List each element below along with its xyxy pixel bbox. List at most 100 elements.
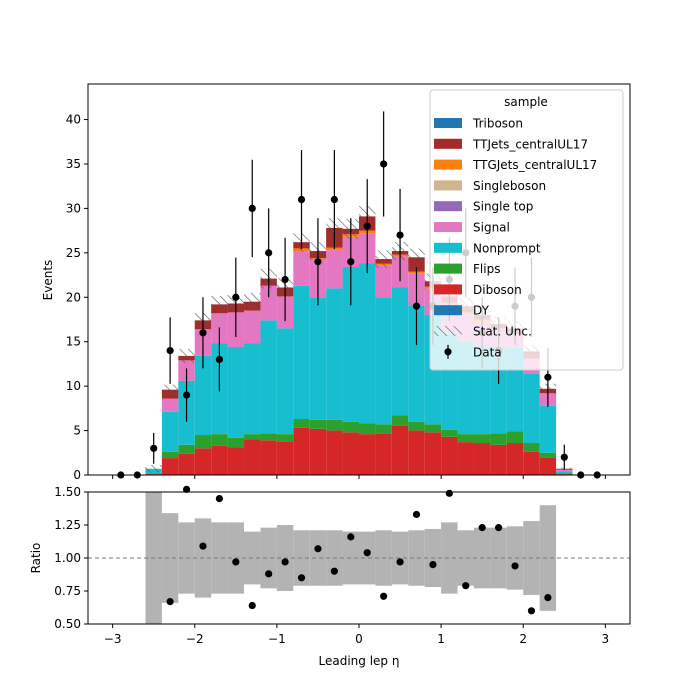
ratio-point-21	[511, 562, 519, 570]
legend-swatch-single-top	[434, 201, 462, 212]
ratio-point-1	[182, 485, 191, 493]
bar-flips-13	[326, 419, 343, 431]
legend-label-ttgjets-centralul17: TTGJets_centralUL17	[472, 158, 597, 172]
main-ytick-label-6: 30	[66, 201, 81, 215]
bar-flips-11	[293, 419, 310, 428]
bar-flips-8	[244, 434, 261, 440]
legend: sample Triboson TTJets_centralUL17 TTGJets…	[429, 89, 624, 371]
bar-diboson-22	[473, 443, 491, 475]
data-point-15	[363, 222, 371, 230]
main-ytick-label-2: 10	[66, 379, 81, 393]
bar-nonprompt-10	[276, 328, 294, 435]
ratio-plot-panel: 0.50 0.75 1.00 1.25 1.50 −3 −2 −1 0 1 2 3 Ratio Le…	[29, 485, 631, 668]
ratio-point-20	[495, 524, 503, 532]
bar-flips-17	[391, 415, 409, 426]
main-y-ticks: 0 5 10 15 20 25 30 35 40	[66, 113, 88, 482]
ratio-point-8	[297, 574, 306, 582]
ratio-band-18	[441, 522, 458, 594]
legend-label-singleboson: Singleboson	[473, 179, 546, 193]
ratio-band-16	[408, 530, 425, 586]
main-x-ticks	[112, 475, 606, 479]
legend-label-nonprompt: Nonprompt	[473, 241, 541, 255]
legend-items: Triboson TTJets_centralUL17 TTGJets_centra…	[434, 117, 597, 359]
bar-diboson-12	[309, 428, 327, 475]
legend-label-dy: DY	[473, 304, 490, 318]
ratio-point-13	[380, 592, 388, 600]
ratio-xtick-label-5: 2	[519, 632, 527, 646]
bar-diboson-13	[326, 430, 343, 475]
bar-diboson-8	[244, 439, 261, 475]
data-point-6	[215, 355, 223, 364]
ratio-point-23	[544, 594, 552, 602]
legend-swatch-signal	[434, 222, 462, 232]
data-point-3	[166, 346, 174, 355]
bar-nonprompt-7	[227, 347, 245, 438]
bar-diboson-17	[391, 425, 409, 475]
bar-nonprompt-8	[244, 343, 261, 435]
legend-swatch-stat-unc-	[434, 326, 462, 336]
legend-label-single-top: Single top	[473, 200, 533, 214]
bar-diboson-4	[178, 453, 195, 475]
legend-swatch-flips	[434, 263, 462, 274]
bar-nonprompt-11	[293, 285, 310, 420]
data-point-26	[544, 373, 552, 381]
ratio-xtick-label-4: 1	[437, 632, 445, 646]
bar-diboson-19	[424, 432, 442, 475]
ratio-band-19	[457, 530, 474, 586]
bar-signal-11	[293, 251, 310, 286]
bar-flips-12	[309, 419, 327, 429]
ratio-point-3	[215, 495, 223, 503]
legend-label-signal: Signal	[473, 221, 510, 235]
bar-flips-20	[441, 429, 458, 437]
ratio-point-6	[265, 570, 273, 578]
legend-swatch-nonprompt	[434, 242, 462, 253]
ratio-points	[166, 485, 552, 615]
bar-nonprompt-25	[523, 373, 540, 444]
data-point-27	[560, 453, 568, 461]
ratio-ytick-label-1: 0.75	[54, 584, 81, 598]
data-point-8	[248, 204, 256, 213]
ratio-point-15	[412, 510, 421, 519]
ratio-ytick-label-0: 0.50	[54, 617, 81, 631]
ratio-point-2	[199, 542, 207, 550]
ratio-ytick-label-2: 1.00	[54, 551, 81, 565]
bar-nonprompt-16	[375, 297, 392, 425]
bar-diboson-3	[161, 458, 179, 475]
data-point-16	[380, 160, 388, 168]
ratio-band-21	[490, 527, 507, 589]
bar-flips-7	[227, 437, 245, 448]
ratio-point-14	[396, 558, 404, 566]
ratio-band-4	[211, 522, 228, 594]
ratio-point-16	[429, 561, 437, 569]
data-point-2	[150, 444, 158, 452]
bar-flips-3	[161, 451, 179, 459]
ratio-band-15	[391, 531, 409, 585]
bar-signal-27	[556, 469, 573, 472]
ratio-xtick-label-6: 3	[602, 632, 610, 646]
bar-nonprompt-17	[391, 287, 409, 416]
ratio-point-10	[330, 567, 338, 575]
ratio-band-13	[359, 531, 376, 585]
data-point-11	[297, 195, 306, 204]
data-point-9	[265, 249, 273, 257]
data-point-14	[347, 258, 355, 266]
main-ytick-label-7: 35	[66, 157, 81, 171]
ratio-xtick-label-2: −1	[268, 632, 286, 646]
bar-diboson-6	[211, 445, 228, 475]
ratio-xtick-label-3: 0	[355, 632, 363, 646]
legend-label-diboson: Diboson	[473, 283, 522, 297]
ratio-point-17	[445, 489, 453, 497]
legend-label-ttjets-centralul17: TTJets_centralUL17	[472, 137, 588, 151]
ratio-xtick-label-1: −2	[186, 632, 204, 646]
bar-nonprompt-26	[539, 405, 557, 453]
bar-diboson-9	[260, 440, 277, 475]
legend-title: sample	[504, 95, 548, 109]
ratio-point-4	[232, 558, 240, 566]
stat-unc-16	[375, 250, 392, 268]
ratio-point-18	[462, 582, 470, 590]
data-point-7	[232, 293, 240, 301]
data-point-18	[412, 302, 421, 310]
bar-flips-21	[457, 434, 474, 443]
ratio-x-ticks: −3 −2 −1 0 1 2 3	[104, 624, 609, 646]
bar-signal-8	[244, 310, 261, 344]
